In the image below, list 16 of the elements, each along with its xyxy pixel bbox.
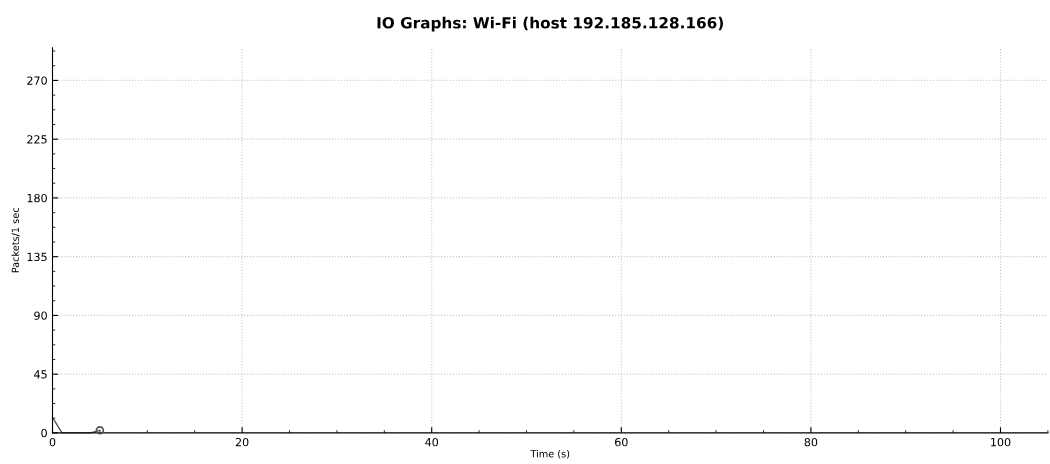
- y-tick-label: 135: [27, 252, 47, 262]
- y-tick-label: 45: [34, 370, 47, 379]
- x-tick-label: 100: [991, 437, 1011, 447]
- x-axis-title: Time (s): [530, 449, 570, 459]
- x-tick-label: 40: [425, 437, 439, 447]
- x-tick-label: 20: [235, 437, 249, 447]
- y-tick-label: 225: [27, 135, 47, 144]
- x-tick-label: 80: [804, 437, 818, 447]
- y-axis-title: Packets/1 sec: [11, 208, 20, 273]
- y-tick-label: 90: [34, 311, 47, 320]
- chart-title: IO Graphs: Wi-Fi (host 192.185.128.166): [377, 16, 723, 32]
- y-tick-label: 270: [27, 76, 47, 85]
- y-tick-label: 0: [41, 428, 47, 438]
- y-tick-label: 180: [27, 193, 47, 203]
- x-tick-label: 0: [49, 437, 56, 447]
- x-tick-label: 60: [615, 437, 628, 447]
